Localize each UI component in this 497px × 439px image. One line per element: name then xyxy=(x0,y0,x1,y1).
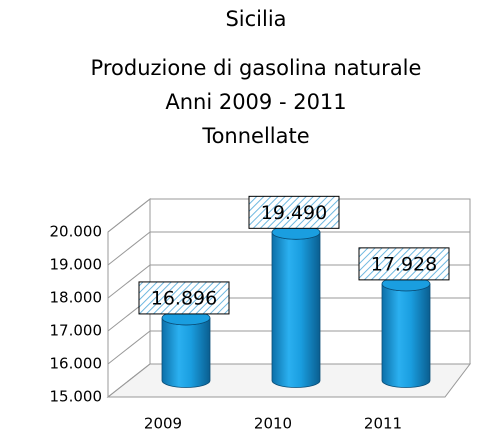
value-label: 16.896 xyxy=(151,287,217,309)
grid-line xyxy=(107,330,470,365)
chart-title: Anni 2009 - 2011 xyxy=(165,90,346,114)
value-label-box xyxy=(138,281,230,315)
value-label: 19.490 xyxy=(261,202,327,224)
chart-title: Sicilia xyxy=(225,7,286,31)
value-label-box xyxy=(358,247,450,281)
x-tick-label: 2009 xyxy=(144,415,182,433)
y-tick-label: 17.000 xyxy=(50,322,103,340)
grid-line xyxy=(107,231,470,266)
value-label-box xyxy=(248,195,340,229)
chart-title: Tonnellate xyxy=(201,124,309,148)
y-tick-label: 15.000 xyxy=(50,388,103,406)
y-tick-label: 20.000 xyxy=(50,223,103,241)
y-tick-label: 18.000 xyxy=(50,289,103,307)
grid-line xyxy=(107,363,470,398)
bar xyxy=(271,232,321,388)
x-tick-label: 2010 xyxy=(254,415,292,433)
chart-title: Produzione di gasolina naturale xyxy=(91,56,422,80)
y-tick-label: 16.000 xyxy=(50,355,103,373)
value-label: 17.928 xyxy=(371,253,437,275)
bar xyxy=(381,283,431,388)
grid-line xyxy=(107,198,470,233)
y-tick-label: 19.000 xyxy=(50,256,103,274)
x-tick-label: 2011 xyxy=(364,415,402,433)
bar xyxy=(161,317,211,388)
